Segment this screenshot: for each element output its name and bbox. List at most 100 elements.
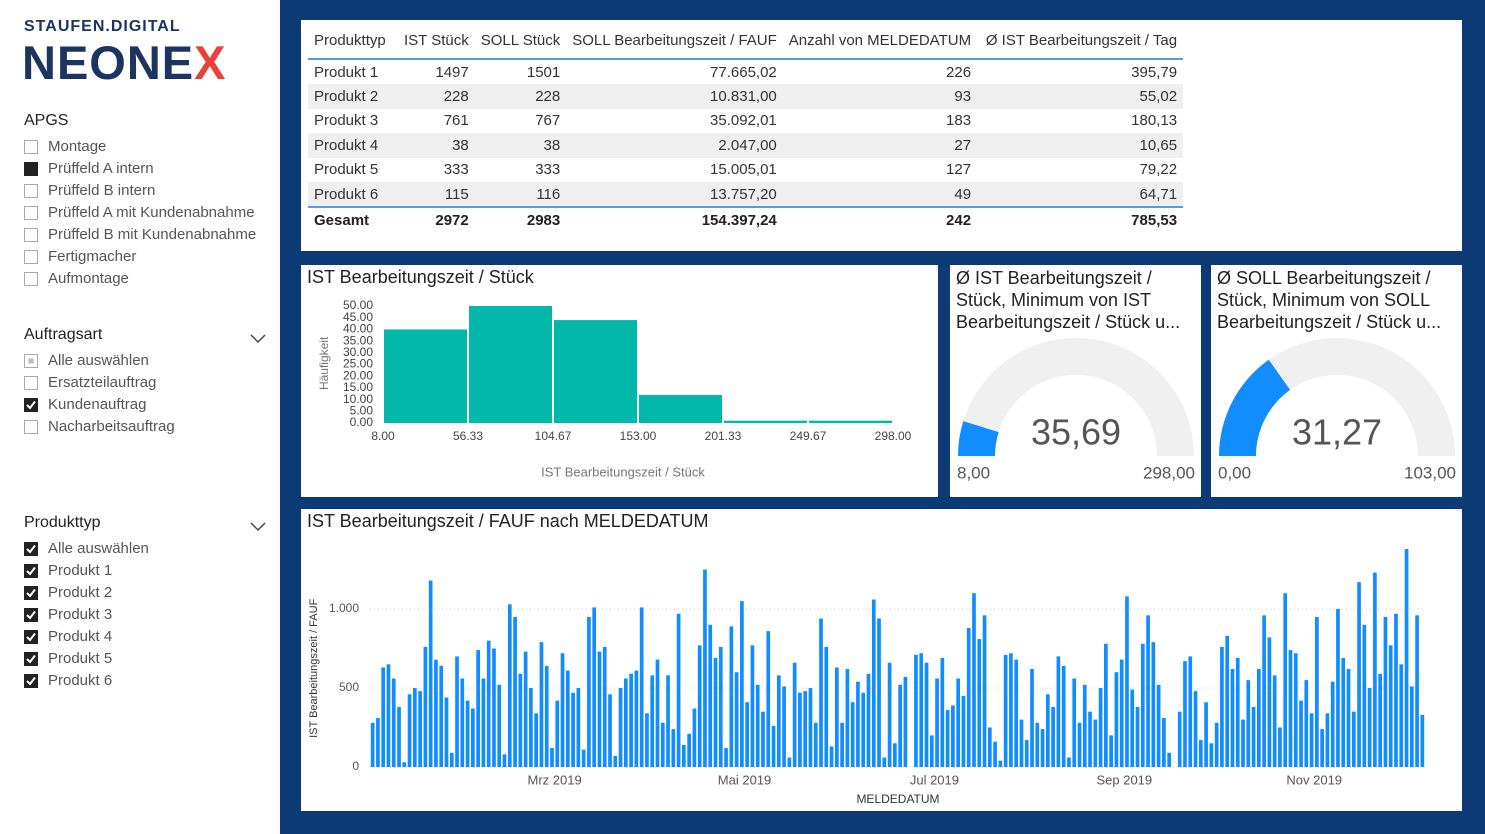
filter-pane: STAUFEN.DIGITAL NEONEX APGS Montage Prüffe… <box>0 0 280 834</box>
bar <box>455 656 459 767</box>
checkbox[interactable] <box>24 630 38 644</box>
y-tick-label: 40.00 <box>343 322 373 336</box>
bar <box>1209 743 1214 767</box>
checkbox[interactable] <box>24 140 38 154</box>
logo-company: STAUFEN.DIGITAL <box>24 18 181 35</box>
bar <box>771 725 776 767</box>
bar <box>782 686 786 767</box>
table-cell: 38 <box>398 133 475 158</box>
checkbox[interactable] <box>24 376 38 390</box>
bar <box>1009 653 1013 767</box>
checkbox[interactable] <box>24 162 38 176</box>
bar <box>898 684 902 767</box>
gauge-min: 8,00 <box>957 463 990 482</box>
slicer-item-label: Ersatzteilauftrag <box>48 374 157 391</box>
table-cell: 333 <box>535 161 561 179</box>
bar <box>1204 702 1208 767</box>
checkbox[interactable] <box>24 586 38 600</box>
bar <box>1362 624 1367 767</box>
bar <box>1357 582 1361 767</box>
table-cell: Produkt 1 <box>314 63 379 81</box>
bar <box>1330 681 1335 767</box>
checkbox-frame <box>24 228 38 242</box>
table-cell: 79,22 <box>1139 161 1178 179</box>
histogram-chart: IST Bearbeitungszeit / Stück 0.005.0010.0… <box>307 267 912 480</box>
histogram-bar <box>639 394 722 423</box>
bar <box>692 708 697 767</box>
bar <box>1082 684 1087 767</box>
checkbox[interactable] <box>24 184 38 198</box>
bar <box>951 705 955 767</box>
checkbox[interactable] <box>24 398 38 412</box>
histogram-bar <box>468 306 553 423</box>
checkbox-frame <box>24 250 38 264</box>
checkbox[interactable] <box>24 608 38 622</box>
gauge-track <box>958 337 1194 456</box>
bar <box>1251 706 1256 767</box>
y-tick-label: 50.00 <box>343 298 373 312</box>
bar <box>1246 680 1251 767</box>
bar <box>1104 643 1108 767</box>
bar <box>697 645 702 767</box>
checkbox[interactable] <box>24 652 38 666</box>
bar <box>550 748 554 767</box>
bar <box>940 657 945 767</box>
bar <box>919 653 924 767</box>
y-tick-label: 1.000 <box>329 601 359 615</box>
bar <box>1045 694 1050 767</box>
checkmark <box>26 544 36 554</box>
bar <box>1351 711 1356 767</box>
bar <box>634 670 639 767</box>
x-tick-label: 249.67 <box>790 429 827 443</box>
gauge-title: Ø SOLL Bearbeitungszeit / Stück, Minimum… <box>1217 268 1442 332</box>
bar <box>497 684 502 767</box>
bar <box>1378 673 1383 767</box>
bar <box>1114 672 1119 767</box>
table-cell: 1497 <box>435 63 469 81</box>
checkbox-frame <box>24 184 38 198</box>
x-tick-label: 8.00 <box>371 429 395 443</box>
bar <box>1230 669 1235 767</box>
checkbox[interactable] <box>24 420 38 434</box>
checkbox[interactable] <box>24 206 38 220</box>
y-tick-label: 20.00 <box>343 368 373 382</box>
column-header: Ø IST Bearbeitungszeit / Tag <box>977 24 1184 60</box>
logo-product-main: NEONE <box>22 36 195 89</box>
bar <box>987 727 992 767</box>
bar <box>650 675 655 767</box>
bar <box>1014 659 1019 767</box>
bar <box>428 580 433 767</box>
x-tick-label: Nov 2019 <box>1286 772 1342 787</box>
dropdown-chevron[interactable] <box>250 334 266 344</box>
checkbox[interactable] <box>24 272 38 286</box>
checkbox-fill <box>24 542 38 556</box>
table-cell: 228 <box>398 84 475 109</box>
checkbox[interactable] <box>24 542 38 556</box>
bar <box>1278 727 1282 767</box>
bar <box>1125 596 1129 767</box>
bar <box>660 722 665 767</box>
checkbox[interactable] <box>24 354 38 368</box>
table-cell: 228 <box>474 84 567 109</box>
bar <box>1304 680 1309 767</box>
bar <box>1051 706 1055 767</box>
checkbox[interactable] <box>24 250 38 264</box>
checkbox[interactable] <box>24 564 38 578</box>
bar <box>1183 661 1187 767</box>
bar <box>418 691 422 767</box>
y-tick-label: 10.00 <box>343 392 373 406</box>
checkbox-fill <box>24 630 38 644</box>
table-cell: 15.005,01 <box>710 161 777 179</box>
bar <box>465 700 470 767</box>
x-axis-label: MELDEDATUM <box>856 792 939 806</box>
bar <box>597 651 602 767</box>
table-cell: 64,71 <box>977 181 1184 208</box>
bar <box>1383 616 1388 767</box>
checkbox[interactable] <box>24 228 38 242</box>
checkbox[interactable] <box>24 674 38 688</box>
dropdown-chevron[interactable] <box>250 522 266 532</box>
checkbox-frame <box>24 206 38 220</box>
table-cell: 27 <box>782 133 978 158</box>
bar <box>1272 675 1277 767</box>
bar <box>1098 688 1103 767</box>
